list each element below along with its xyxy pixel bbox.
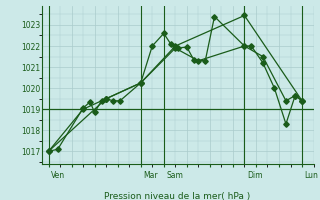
- Text: Ven: Ven: [51, 171, 65, 180]
- Text: Lun: Lun: [304, 171, 318, 180]
- Text: Pression niveau de la mer( hPa ): Pression niveau de la mer( hPa ): [104, 192, 251, 200]
- Text: Sam: Sam: [166, 171, 183, 180]
- Text: Mar: Mar: [143, 171, 158, 180]
- Text: Dim: Dim: [247, 171, 262, 180]
